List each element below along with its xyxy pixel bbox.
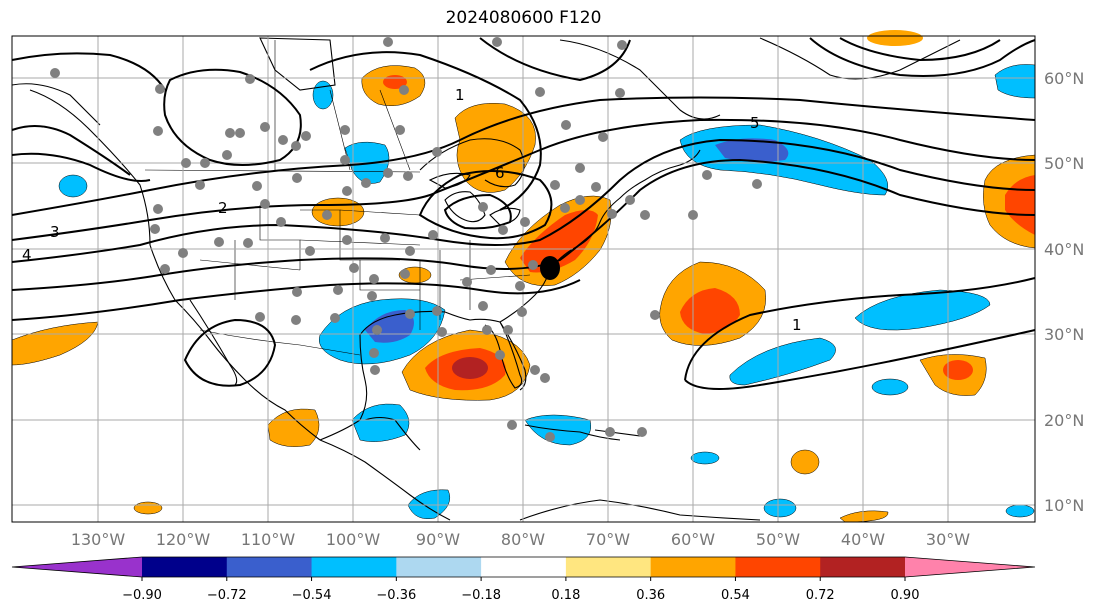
anomaly-orange-epacific — [11, 321, 99, 366]
lat-label: 60°N — [1044, 69, 1084, 88]
colorbar-bin — [226, 557, 313, 577]
lat-axis: 60°N 50°N 40°N 30°N 20°N 10°N — [1044, 69, 1084, 515]
anomaly-orange-small-2 — [133, 501, 163, 515]
anomaly-red-eastcoast — [520, 210, 598, 273]
colorbar-extend-high — [905, 557, 1035, 577]
lon-label: 100°W — [326, 530, 381, 549]
colorbar-tick-label: −0.90 — [122, 588, 162, 603]
colorbar-bin — [820, 557, 906, 577]
lon-label: 110°W — [241, 530, 296, 549]
lon-label: 80°W — [501, 530, 545, 549]
colorbar-bin — [565, 557, 652, 577]
contour-label-6: 6 — [495, 164, 505, 182]
station-markers — [50, 37, 762, 442]
anomaly-lightblue-bc — [312, 80, 334, 110]
lon-label: 50°W — [756, 530, 800, 549]
colorbar-bin — [650, 557, 736, 577]
map-title: 2024080600 F120 — [445, 8, 602, 28]
colorbar-bin — [735, 557, 821, 577]
lon-axis: 130°W 120°W 110°W 100°W 90°W 80°W 70°W 6… — [71, 530, 970, 549]
contour-label-5: 5 — [750, 114, 760, 132]
anomaly-orange-plains — [311, 197, 365, 227]
lat-label: 40°N — [1044, 240, 1084, 259]
anomaly-lightblue-atlantic-east — [854, 289, 991, 331]
contour-label-1: 1 — [455, 86, 465, 104]
colorbar-tick-label: −0.72 — [207, 588, 247, 603]
anomaly-orange-bottom — [839, 510, 889, 523]
colorbar-bin — [396, 557, 482, 577]
anomaly-orange-topright — [867, 30, 923, 46]
contour-label-2: 2 — [218, 199, 228, 217]
contours — [11, 37, 1036, 390]
anomaly-lightblue-caribbean — [351, 403, 410, 442]
graticule — [12, 36, 1035, 522]
lon-label: 120°W — [156, 530, 211, 549]
colorbar-tick-label: 0.54 — [721, 588, 750, 603]
lon-label: 60°W — [671, 530, 715, 549]
anomaly-orange-mexico — [267, 408, 320, 447]
anomaly-lightblue-epac-south — [407, 489, 451, 519]
anomaly-darkred-florida — [452, 357, 488, 379]
colorbar-tick-label: 0.18 — [551, 588, 580, 603]
colorbar-bin — [142, 557, 228, 577]
lat-label: 10°N — [1044, 496, 1084, 515]
colorbar-extend-low — [12, 557, 142, 577]
anomaly-orange-small-1 — [790, 449, 820, 475]
anomaly-lightblue-small-4 — [1005, 504, 1035, 518]
contour-label-7: 1 — [792, 316, 802, 334]
anomaly-fills — [11, 30, 1036, 523]
colorbar-bin — [311, 557, 397, 577]
colorbar-bin — [481, 557, 567, 577]
colorbar: −0.90 −0.72 −0.54 −0.36 −0.18 0.18 0.36 0.54 0.7… — [11, 556, 1036, 603]
contour-labels: 1 2 3 4 5 6 1 — [22, 86, 802, 334]
lon-label: 70°W — [586, 530, 630, 549]
colorbar-tick-label: −0.36 — [376, 588, 416, 603]
anomaly-lightblue-small-2 — [690, 451, 720, 465]
colorbar-tick-label: 0.72 — [806, 588, 835, 603]
colorbar-tick-label: −0.54 — [292, 588, 332, 603]
anomaly-black-point — [540, 256, 560, 280]
anomaly-red-atlantic — [680, 288, 740, 334]
anomaly-lightblue-small-3 — [763, 498, 797, 518]
anomaly-red-eastatlantic — [943, 360, 973, 380]
colorbar-tick-label: 0.36 — [636, 588, 665, 603]
anomaly-lightblue-small — [871, 378, 909, 396]
anomaly-lightblue-topright — [994, 64, 1036, 99]
lat-label: 30°N — [1044, 325, 1084, 344]
anomaly-lightblue-pacific — [58, 174, 88, 198]
lon-label: 90°W — [416, 530, 460, 549]
contour-label-4: 4 — [22, 246, 32, 264]
lat-label: 50°N — [1044, 154, 1084, 173]
colorbar-tick-label: 0.90 — [891, 588, 920, 603]
lon-label: 30°W — [926, 530, 970, 549]
lat-label: 20°N — [1044, 411, 1084, 430]
anomaly-blue-natlantic — [715, 138, 789, 163]
colorbar-tick-label: −0.18 — [461, 588, 501, 603]
map-frame — [11, 35, 1036, 523]
lon-label: 130°W — [71, 530, 126, 549]
contour-label-3: 3 — [50, 223, 60, 241]
anomaly-lightblue-atlantic-south — [729, 337, 836, 386]
lon-label: 40°W — [841, 530, 885, 549]
